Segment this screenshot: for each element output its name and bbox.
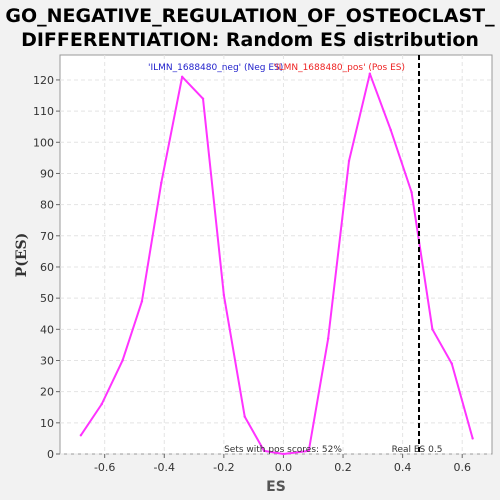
- y-tick-label: 120: [33, 74, 54, 87]
- y-tick-label: 0: [47, 448, 54, 461]
- data-point: [410, 190, 413, 194]
- pos-score-annotation: Sets with pos scores: 52%: [224, 445, 342, 455]
- y-tick-label: 100: [33, 136, 54, 149]
- y-tick-label: 30: [40, 354, 54, 367]
- y-tick-label: 40: [40, 323, 54, 336]
- real-es-line: Real ES 0.5: [392, 55, 443, 455]
- data-point: [307, 449, 310, 453]
- legend-neg-es: 'ILMN_1688480_neg' (Neg ES): [148, 63, 283, 73]
- data-point: [282, 452, 285, 456]
- x-tick-label: -0.2: [213, 461, 234, 474]
- y-tick-label: 70: [40, 230, 54, 243]
- data-point: [180, 75, 184, 79]
- y-tick-label: 60: [40, 261, 54, 274]
- series-line: [80, 72, 474, 455]
- x-tick-label: 0.4: [394, 461, 412, 474]
- data-point: [389, 128, 392, 132]
- data-point: [347, 159, 351, 163]
- x-tick-label: 0.6: [453, 461, 471, 474]
- series: [79, 72, 474, 456]
- y-tick-label: 20: [40, 386, 54, 399]
- data-point: [100, 402, 103, 406]
- chart-title-line-1: GO_NEGATIVE_REGULATION_OF_OSTEOCLAST_: [5, 5, 495, 27]
- data-point: [140, 300, 144, 303]
- data-point: [243, 415, 246, 418]
- x-tick-label: -0.6: [94, 461, 115, 474]
- x-axis-label: ES: [266, 479, 286, 495]
- data-point: [450, 362, 453, 365]
- data-point: [222, 293, 226, 297]
- y-tick-label: 90: [40, 167, 54, 180]
- x-tick-label: 0.2: [334, 461, 352, 474]
- data-point: [121, 359, 124, 362]
- y-axis-label: P(ES): [14, 233, 30, 278]
- chart-title-line-2: DIFFERENTIATION: Random ES distribution: [21, 29, 479, 51]
- plot-area: [59, 54, 493, 455]
- y-tick-label: 50: [40, 292, 54, 305]
- data-point: [201, 97, 205, 100]
- legend-pos-es: 'ILMN_1688480_pos' (Pos ES): [273, 63, 405, 73]
- x-tick-label: 0.0: [275, 461, 293, 474]
- data-point: [79, 434, 83, 437]
- legend: 'ILMN_1688480_neg' (Neg ES)'ILMN_1688480…: [148, 61, 405, 73]
- data-point: [431, 328, 434, 331]
- y-tick-label: 110: [33, 105, 54, 118]
- real-es-label: Real ES 0.5: [392, 445, 443, 455]
- y-tick-label: 10: [40, 417, 54, 430]
- legend-overlap-mask: [292, 61, 296, 73]
- data-point: [160, 181, 163, 185]
- axes: -0.6 -0.4 -0.2 0.0 0.2 0.4 0.6 0 10 20 30 40 50 60 70 8…: [33, 74, 471, 474]
- y-tick-label: 80: [40, 199, 54, 212]
- x-tick-label: -0.4: [154, 461, 175, 474]
- data-point: [368, 72, 372, 75]
- data-point: [471, 437, 474, 440]
- data-point: [262, 449, 266, 453]
- data-point: [326, 337, 330, 340]
